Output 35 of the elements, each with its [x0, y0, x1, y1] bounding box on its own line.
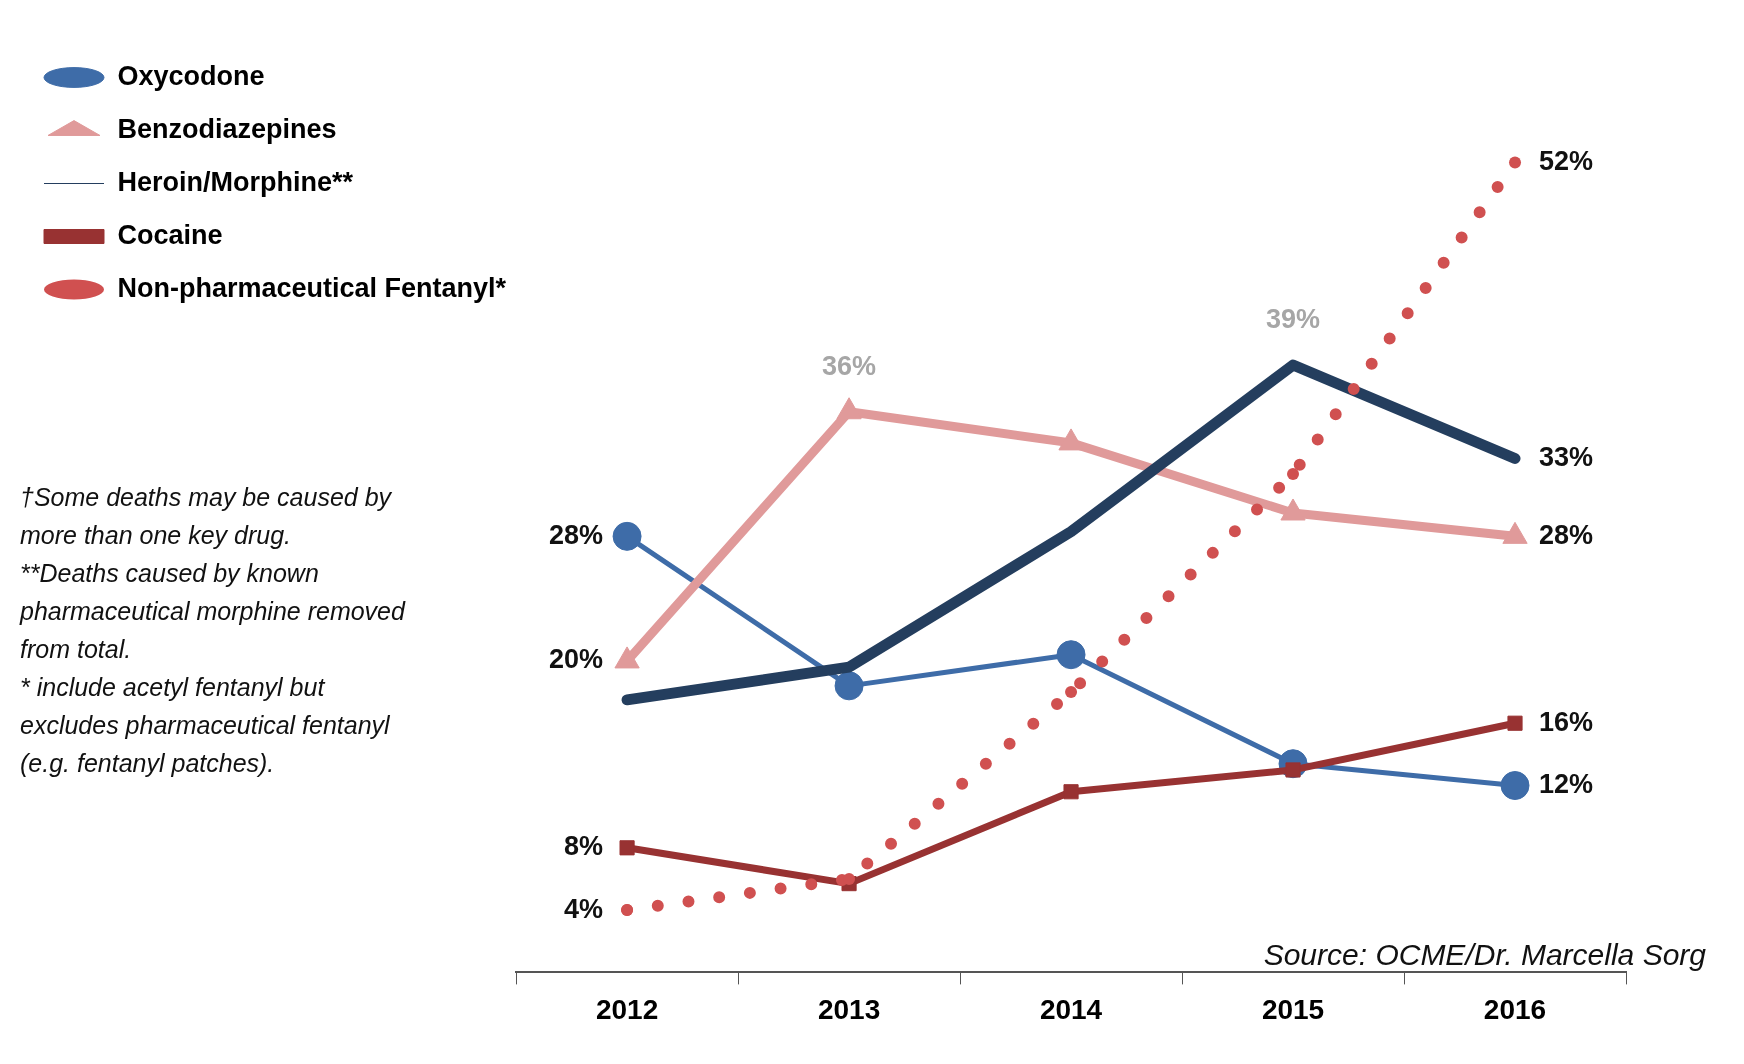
- point: [612, 521, 642, 551]
- point: [834, 671, 864, 701]
- point: [1063, 784, 1079, 800]
- point: [1507, 715, 1523, 731]
- legend-label: Non-pharmaceutical Fentanyl*: [117, 272, 507, 303]
- x-tick-label: 2014: [1039, 993, 1103, 1025]
- point: [1287, 468, 1300, 481]
- point: [1065, 686, 1078, 699]
- point: [1509, 156, 1522, 169]
- data-label: 36%: [822, 351, 877, 382]
- x-tick-label: 2015: [1261, 993, 1325, 1025]
- legend-label: Heroin/Morphine**: [117, 166, 354, 197]
- data-label: 52%: [1539, 146, 1594, 177]
- x-tick-label: 2012: [595, 993, 659, 1025]
- x-tick-label: 2013: [817, 993, 881, 1025]
- data-label: 8%: [564, 831, 604, 862]
- data-label: 28%: [549, 519, 604, 550]
- point: [619, 840, 635, 856]
- data-label: 16%: [1539, 706, 1594, 737]
- legend-label: Benzodiazepines: [117, 113, 337, 144]
- point: [621, 904, 634, 917]
- source-note: Source: OCME/Dr. Marcella Sorg: [1263, 938, 1706, 972]
- data-label: 28%: [1539, 519, 1594, 550]
- data-label: 33%: [1539, 441, 1594, 472]
- data-label: 12%: [1539, 768, 1594, 799]
- data-label: 39%: [1266, 304, 1321, 335]
- point: [843, 872, 856, 885]
- legend-label: Cocaine: [117, 219, 223, 250]
- data-label: 20%: [549, 644, 604, 675]
- point: [1500, 771, 1530, 801]
- data-label: 4%: [564, 893, 604, 924]
- point: [1056, 640, 1086, 670]
- text: †Some deaths may be caused by more than one key drug. **Deaths caused by known pharmaceutical morphine removed from total. * include acetyl fentanyl but excludes pharmaceutical fentanyl (e.g. fentanyl patches).: [20, 482, 407, 779]
- legend-label: Oxycodone: [117, 60, 265, 91]
- x-tick-label: 2016: [1483, 993, 1547, 1025]
